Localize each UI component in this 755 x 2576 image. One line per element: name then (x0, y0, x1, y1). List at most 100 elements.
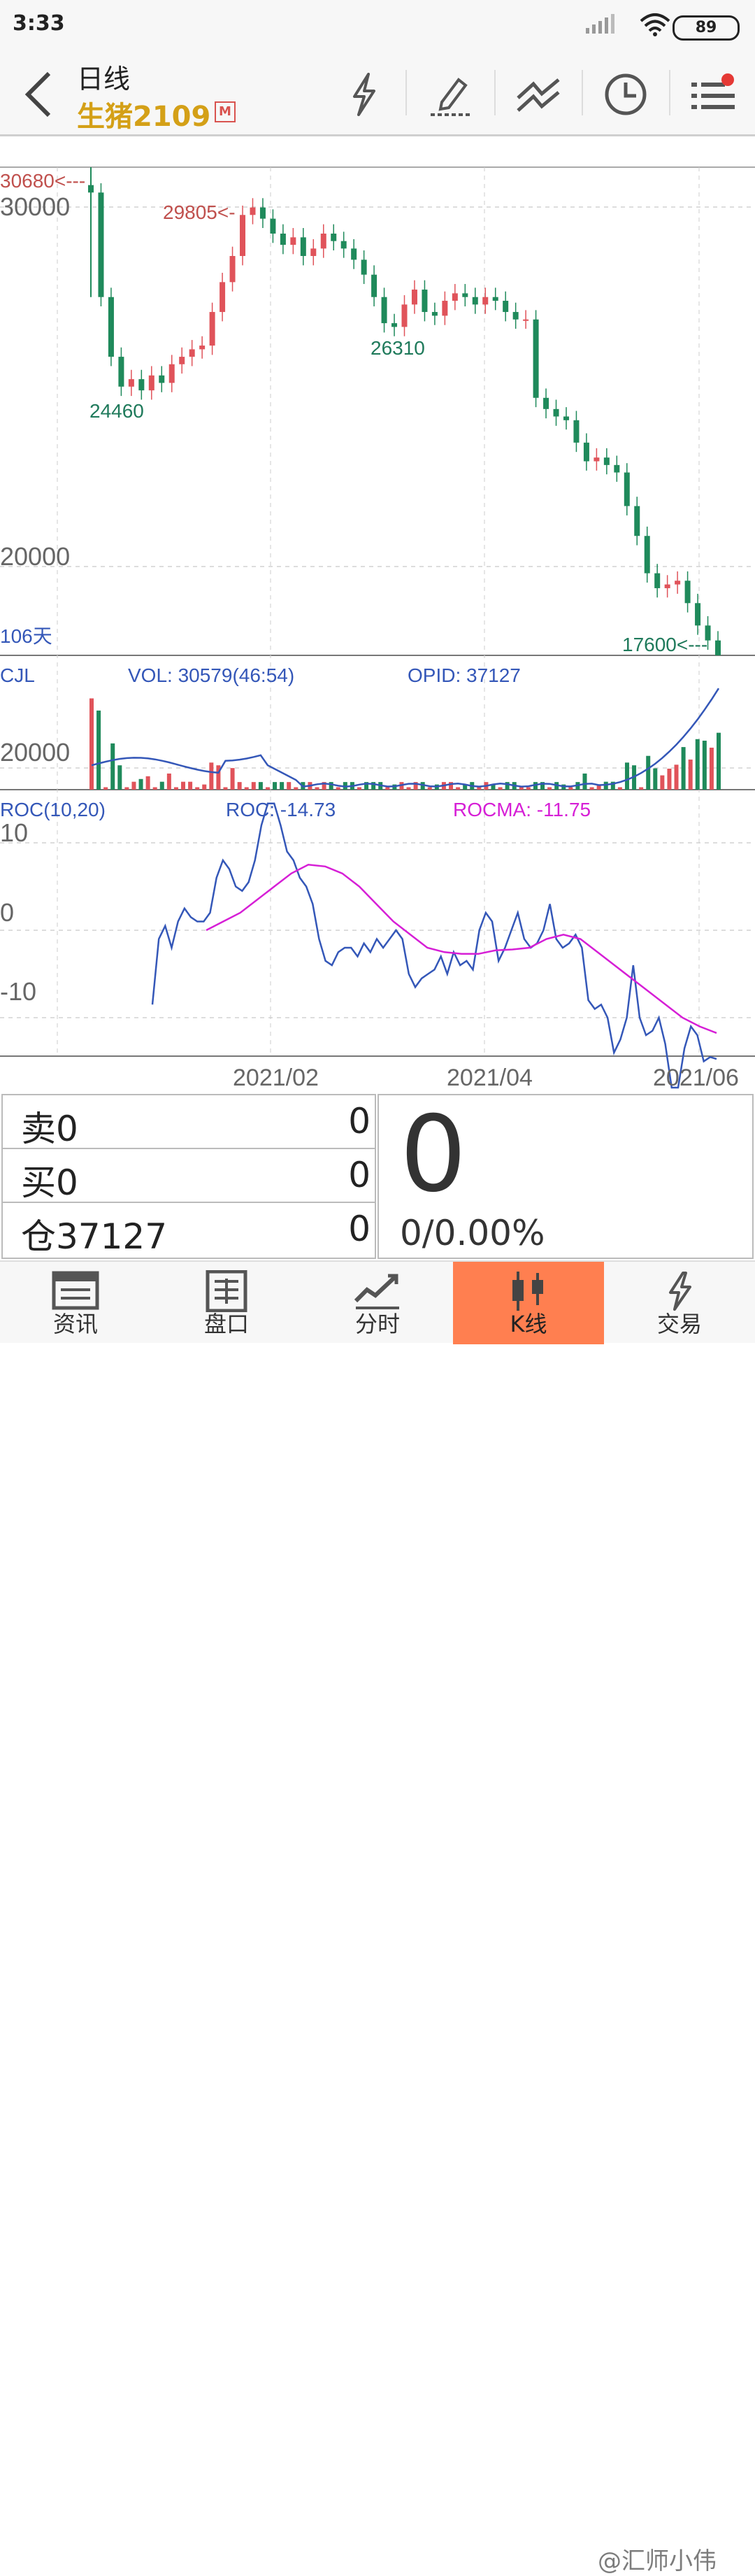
volume-bar (610, 781, 615, 790)
tab-label: 交易 (656, 1311, 702, 1337)
candle (148, 375, 154, 391)
volume-bar (505, 782, 510, 790)
trade-lightning-icon (669, 1272, 691, 1311)
volume-bar (533, 782, 538, 790)
menu-list-icon[interactable] (689, 70, 738, 119)
volume-bar (681, 747, 686, 790)
candle (108, 297, 114, 357)
candle (675, 581, 681, 585)
volume-bar (371, 782, 376, 790)
candle (644, 536, 650, 574)
volume-bar (166, 773, 171, 790)
volume-bar (223, 787, 228, 790)
kline-chart-area[interactable]: 30680<--- 30000 29805<- 24460 26310 2000… (0, 136, 755, 1095)
candle (715, 640, 721, 655)
candle (492, 297, 498, 301)
volume-bar (230, 768, 235, 790)
volume-bar (427, 787, 432, 790)
indicator-line-icon[interactable] (514, 70, 563, 119)
volume-bar (357, 787, 361, 790)
order-book: 卖0 0 买0 0 仓37127 0 (1, 1094, 376, 1259)
volume-bar (258, 782, 263, 790)
draw-pencil-icon[interactable] (426, 70, 475, 119)
x-axis-label: 2021/06 (653, 1065, 739, 1091)
tab-label: 分时 (354, 1311, 400, 1337)
volume-bar (526, 787, 531, 790)
candle (128, 379, 134, 387)
volume-bar (498, 787, 503, 790)
candle (168, 364, 175, 383)
candle (442, 301, 448, 316)
volume-bar (420, 782, 425, 790)
last-price: 0 (400, 1094, 467, 1216)
candle (695, 603, 701, 626)
volume-bar (456, 787, 461, 790)
back-arrow-icon[interactable] (21, 70, 56, 119)
candle (118, 357, 124, 387)
sell-volume: 0 (348, 1101, 371, 1141)
low-marker-label: 17600<--- (622, 634, 707, 655)
intraday-chart-icon (354, 1274, 399, 1309)
candle (452, 293, 458, 301)
volume-bar (209, 762, 214, 790)
kline-chart[interactable]: 30680<--- 30000 29805<- 24460 26310 2000… (0, 136, 755, 1095)
candle (340, 241, 347, 249)
volume-bar (96, 710, 101, 790)
signal-icon (586, 14, 614, 34)
lightning-icon[interactable] (339, 70, 388, 119)
volume-bar (173, 787, 178, 790)
contract-symbol[interactable]: 生猪2109 (77, 101, 211, 133)
candle (138, 379, 145, 391)
clock-icon[interactable] (601, 70, 650, 119)
tab-orderbook[interactable]: 盘口 (151, 1262, 302, 1344)
volume-bar (181, 781, 186, 790)
candle (220, 282, 226, 313)
volume-bar (216, 765, 221, 790)
candle (320, 233, 326, 249)
volume-bar (195, 787, 200, 790)
buy-volume: 0 (348, 1155, 371, 1195)
candle (189, 349, 195, 357)
divider (494, 70, 496, 115)
volume-bar (688, 759, 693, 790)
candle (300, 237, 306, 257)
candle (371, 274, 378, 297)
candle (583, 442, 589, 462)
candle (594, 457, 600, 462)
volume-bar (596, 784, 601, 790)
volume-bar (709, 747, 714, 790)
candle (250, 207, 256, 215)
candle (573, 420, 580, 443)
volume-bar (251, 782, 256, 790)
volume-bar (244, 787, 249, 790)
volume-open-interest-line (91, 688, 720, 788)
volume-bar (653, 768, 658, 790)
volume-bar (702, 740, 707, 790)
volume-bar (695, 739, 700, 790)
tab-intraday[interactable]: 分时 (302, 1262, 453, 1344)
candle (614, 464, 620, 473)
low-marker-label: 26310 (371, 337, 425, 359)
volume-bar (617, 787, 622, 790)
volume-bar (667, 768, 672, 790)
candle (624, 472, 630, 506)
candle (654, 573, 661, 588)
divider (669, 70, 670, 115)
volume-bar (477, 787, 482, 790)
volume-bar (315, 787, 319, 790)
tab-trade[interactable]: 交易 (604, 1262, 755, 1344)
candle (472, 297, 478, 305)
volume-bar (145, 776, 150, 790)
tab-kline[interactable]: K线 (453, 1262, 604, 1344)
candle (259, 207, 266, 219)
volume-bar (124, 787, 129, 790)
volume-bar (329, 782, 333, 790)
volume-bar (89, 698, 94, 790)
peak-marker-label: 29805<- (163, 201, 236, 223)
candle (664, 584, 670, 588)
rocma-value: ROCMA: -11.75 (453, 799, 591, 820)
tab-news[interactable]: 资讯 (0, 1262, 151, 1344)
volume-bar (117, 765, 122, 790)
status-bar: 3:33 89 (0, 0, 755, 49)
volume-bar (660, 775, 665, 790)
